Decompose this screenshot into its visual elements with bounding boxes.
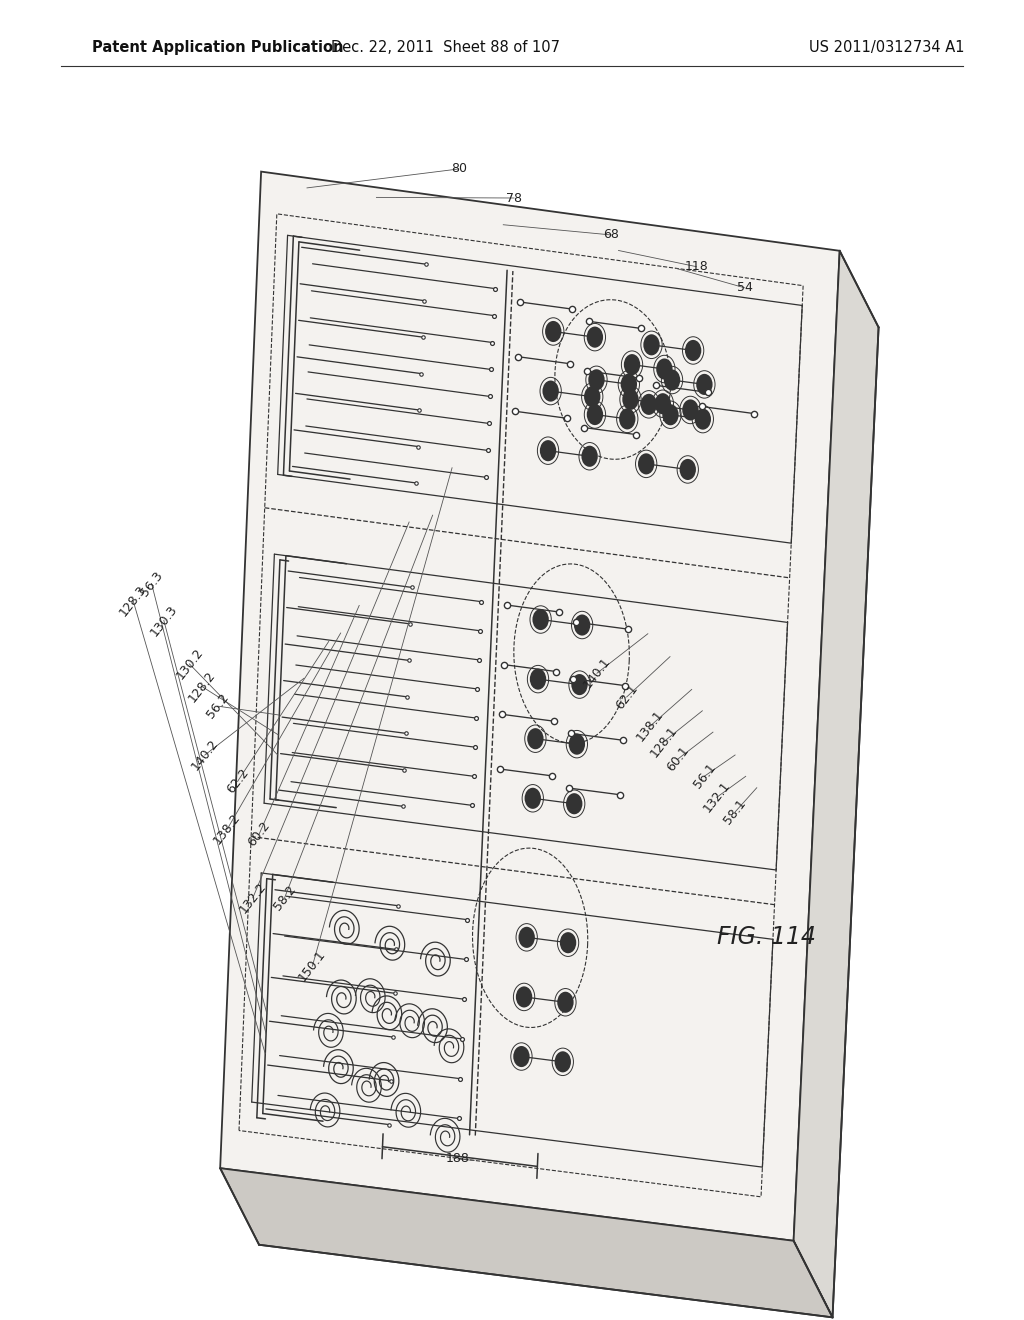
Circle shape <box>516 986 532 1007</box>
Text: 56.2: 56.2 <box>205 692 231 721</box>
Circle shape <box>527 729 544 750</box>
Text: 188: 188 <box>445 1152 470 1166</box>
Circle shape <box>694 409 711 430</box>
Circle shape <box>529 668 546 689</box>
Text: 60.2: 60.2 <box>246 820 272 849</box>
Text: 128.3: 128.3 <box>117 582 150 619</box>
Circle shape <box>643 334 659 355</box>
Circle shape <box>654 393 671 414</box>
Text: 80: 80 <box>451 162 467 176</box>
Circle shape <box>664 370 680 391</box>
Circle shape <box>557 991 573 1012</box>
Circle shape <box>623 389 639 411</box>
Text: 130.3: 130.3 <box>147 602 180 639</box>
Text: US 2011/0312734 A1: US 2011/0312734 A1 <box>809 40 965 55</box>
Circle shape <box>543 380 559 401</box>
Circle shape <box>540 440 556 461</box>
Circle shape <box>524 788 541 809</box>
Text: 138.1: 138.1 <box>634 708 667 744</box>
Text: 78: 78 <box>506 191 522 205</box>
Text: 132.2: 132.2 <box>237 879 269 916</box>
Circle shape <box>582 446 598 467</box>
Circle shape <box>620 408 636 429</box>
Circle shape <box>685 341 701 362</box>
Circle shape <box>571 675 588 696</box>
Text: 60.1: 60.1 <box>665 744 691 774</box>
Circle shape <box>663 404 679 425</box>
Text: 132.1: 132.1 <box>700 779 733 816</box>
Text: 118: 118 <box>684 260 709 273</box>
Circle shape <box>545 321 561 342</box>
Circle shape <box>584 387 600 408</box>
Text: 130.2: 130.2 <box>173 645 206 682</box>
Text: 140.2: 140.2 <box>188 737 221 774</box>
Circle shape <box>555 1051 571 1072</box>
Circle shape <box>573 615 590 636</box>
Circle shape <box>566 793 583 814</box>
Circle shape <box>656 359 673 380</box>
Text: 140.1: 140.1 <box>581 655 613 692</box>
Circle shape <box>641 393 657 414</box>
Circle shape <box>518 927 535 948</box>
Text: 68: 68 <box>603 228 620 242</box>
Circle shape <box>621 374 637 395</box>
Circle shape <box>532 609 549 630</box>
Text: 62.1: 62.1 <box>613 682 640 711</box>
Text: 58.2: 58.2 <box>271 883 298 912</box>
Circle shape <box>696 374 713 395</box>
Text: Patent Application Publication: Patent Application Publication <box>92 40 344 55</box>
Text: Dec. 22, 2011  Sheet 88 of 107: Dec. 22, 2011 Sheet 88 of 107 <box>331 40 560 55</box>
Text: 54: 54 <box>736 281 753 294</box>
Text: 56.3: 56.3 <box>138 569 165 598</box>
Circle shape <box>680 459 696 480</box>
Circle shape <box>568 734 585 755</box>
Circle shape <box>682 400 698 421</box>
Text: FIG. 114: FIG. 114 <box>717 925 816 949</box>
Text: 56.1: 56.1 <box>691 762 718 791</box>
Text: 128.2: 128.2 <box>185 668 218 705</box>
Text: 138.2: 138.2 <box>211 810 244 847</box>
Circle shape <box>587 404 603 425</box>
Polygon shape <box>220 172 840 1241</box>
Text: 150.1: 150.1 <box>296 948 329 985</box>
Circle shape <box>560 932 577 953</box>
Circle shape <box>588 370 604 391</box>
Text: 62.2: 62.2 <box>224 767 251 796</box>
Circle shape <box>513 1045 529 1067</box>
Circle shape <box>587 326 603 347</box>
Circle shape <box>624 354 640 375</box>
Text: 58.1: 58.1 <box>722 797 749 826</box>
Polygon shape <box>794 251 879 1317</box>
Text: 128.1: 128.1 <box>647 723 680 760</box>
Polygon shape <box>220 1168 833 1317</box>
Circle shape <box>638 453 654 474</box>
